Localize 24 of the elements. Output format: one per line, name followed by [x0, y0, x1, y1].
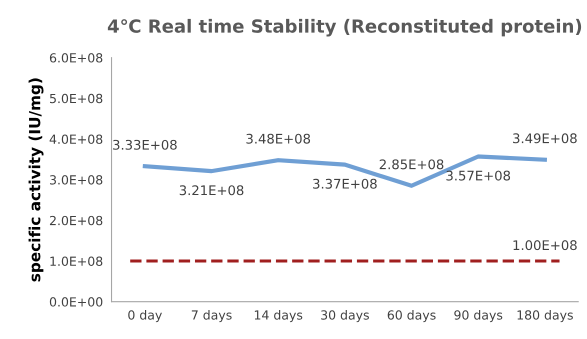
data-label: 3.57E+08 [446, 170, 510, 181]
x-tick-label: 0 day [128, 310, 162, 322]
x-tick-label: 7 days [192, 310, 232, 322]
chart-title: 4℃ Real time Stability (Reconstituted protein) [108, 18, 582, 37]
y-axis-title: specific activity (IU/mg) [28, 78, 44, 282]
x-tick-label: 180 days [518, 310, 573, 322]
data-label: 2.85E+08 [380, 159, 444, 170]
data-label: 3.37E+08 [313, 178, 377, 189]
data-label: 3.48E+08 [246, 134, 310, 144]
x-tick-label: 90 days [454, 310, 502, 322]
x-tick-label: 30 days [321, 310, 369, 322]
data-label: 3.21E+08 [180, 185, 244, 196]
data-label: 3.33E+08 [113, 140, 177, 150]
x-tick-label: 14 days [254, 310, 302, 322]
y-tick-label: 3.0E+08 [50, 175, 102, 185]
x-tick-label: 60 days [388, 310, 436, 322]
data-label: 3.49E+08 [513, 133, 577, 144]
y-tick-label: 1.0E+08 [50, 256, 102, 266]
y-tick-label: 6.0E+08 [50, 53, 102, 63]
y-tick-label: 5.0E+08 [50, 94, 102, 104]
ref-line-label: 1.00E+08 [514, 240, 577, 250]
y-tick-label: 4.0E+08 [50, 134, 102, 144]
y-tick-label: 0.0E+00 [50, 297, 102, 307]
y-tick-label: 2.0E+08 [50, 216, 102, 226]
